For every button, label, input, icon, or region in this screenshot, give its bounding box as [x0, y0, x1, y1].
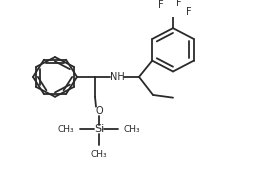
Text: F: F	[186, 7, 192, 17]
Text: CH₃: CH₃	[57, 125, 74, 134]
Text: F: F	[176, 0, 182, 8]
Text: CH₃: CH₃	[91, 150, 107, 159]
Text: NH: NH	[110, 72, 124, 82]
Text: Si: Si	[94, 124, 104, 134]
Text: CH₃: CH₃	[124, 125, 141, 134]
Text: O: O	[95, 106, 103, 116]
Text: F: F	[158, 0, 164, 10]
